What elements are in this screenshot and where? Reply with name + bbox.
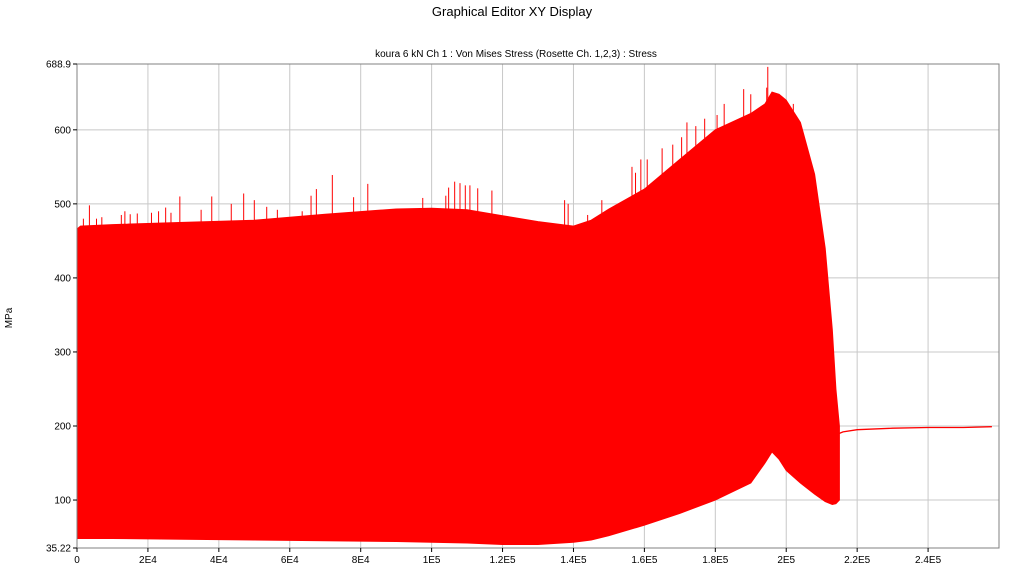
x-axis: 0 2E4 4E4 6E4 8E4 1E5 1.2E5 1.4E5 1.6E5 1.8E5 2E5 2… <box>74 548 942 566</box>
x-tick-label: 2E5 <box>777 555 795 566</box>
series-envelope <box>76 91 840 545</box>
y-tick-label: 35.22 <box>46 544 71 555</box>
y-tick-label: 600 <box>54 125 71 136</box>
x-tick-label: 1.6E5 <box>631 555 658 566</box>
x-tick-label: 1.4E5 <box>560 555 587 566</box>
y-tick-label: 500 <box>54 199 71 210</box>
x-tick-label: 2.2E5 <box>844 555 871 566</box>
chart-title: koura 6 kN Ch 1 : Von Mises Stress (Rose… <box>375 49 657 60</box>
series-tail-line <box>839 426 992 434</box>
x-tick-label: 1.2E5 <box>489 555 516 566</box>
series-layer <box>76 66 992 545</box>
x-tick-label: 0 <box>74 555 80 566</box>
x-tick-label: 6E4 <box>281 555 299 566</box>
y-tick-label: 300 <box>54 347 71 358</box>
window-title: Graphical Editor XY Display <box>431 4 593 19</box>
y-tick-label: 400 <box>54 273 71 284</box>
y-tick-label: 200 <box>54 421 71 432</box>
x-tick-label: 1E5 <box>423 555 441 566</box>
plot-frame <box>76 63 1000 549</box>
x-tick-label: 4E4 <box>210 555 228 566</box>
y-tick-label: 100 <box>54 496 71 507</box>
y-axis: 35.22 100 200 300 400 500 600 688.9 <box>46 60 77 555</box>
x-tick-label: 1.8E5 <box>702 555 729 566</box>
x-tick-label: 8E4 <box>352 555 370 566</box>
y-axis-label: MPa <box>4 307 15 328</box>
x-tick-label: 2E4 <box>139 555 157 566</box>
y-tick-label: 688.9 <box>46 60 71 71</box>
x-tick-label: 2.4E5 <box>915 555 942 566</box>
